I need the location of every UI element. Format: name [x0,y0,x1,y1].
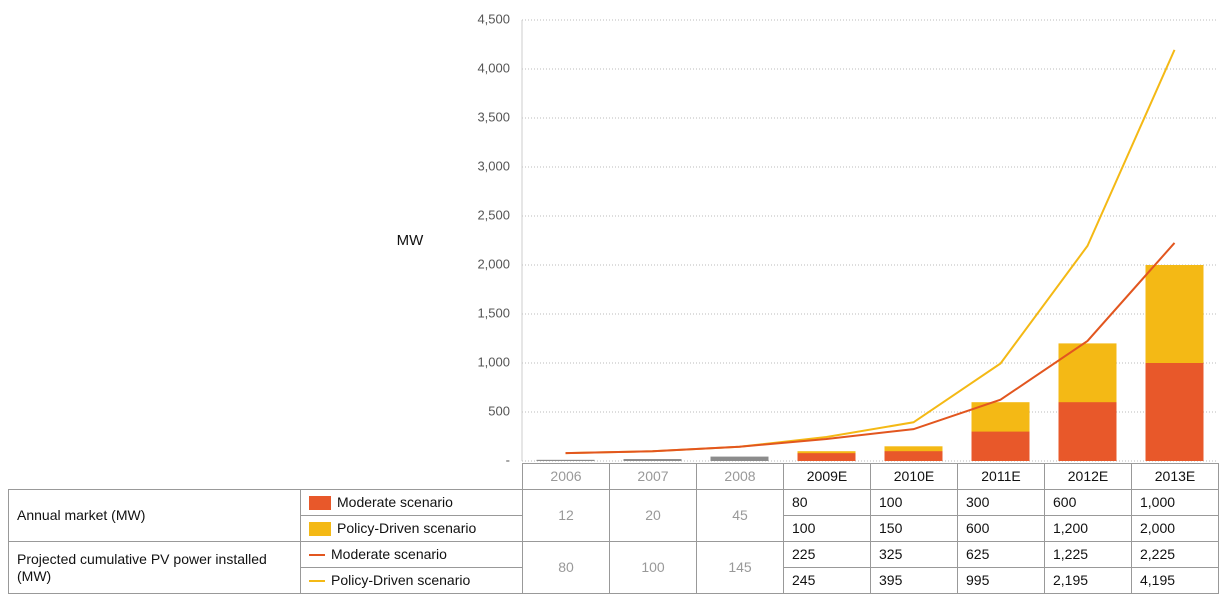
table-value: 995 [957,567,1045,594]
y-tick-label: 1,000 [477,354,510,369]
bar [1058,402,1117,461]
y-tick-label: 2,500 [477,207,510,222]
legend-entry: Moderate scenario [300,489,523,516]
year-header: 2012E [1044,463,1132,490]
bar [884,451,943,461]
table-value: 225 [783,541,871,568]
legend-label: Moderate scenario [337,494,453,510]
chart: MW - 500 1,000 1,500 2,000 2,500 3,000 3,500 4,0… [397,11,1218,463]
data-table: 2006 2007 2008 2009E 2010E 2011E 2012E 2013E Ann… [8,463,1219,594]
table-row: Projected cumulative PV power installed … [8,541,1219,594]
blank [9,464,301,490]
blank [301,464,523,490]
y-tick-label: 1,500 [477,305,510,320]
legend-swatch [309,496,331,511]
year-header: 2009E [783,463,871,490]
table-value: 1,200 [1044,515,1132,542]
legend-label: Policy-Driven scenario [331,572,471,588]
year-header: 2007 [609,463,697,490]
table-value: 2,195 [1044,567,1132,594]
table-row: Policy-Driven scenario 100 150 600 1,200 2,00… [9,515,1219,542]
table-value: 100 [609,541,697,594]
legend-entry: Policy-Driven scenario [300,567,523,594]
row-group-label: Annual market (MW) [8,489,301,542]
table-value: 625 [957,541,1045,568]
table-value: 4,195 [1131,567,1219,594]
table-value: 100 [783,515,871,542]
table-value: 20 [609,489,697,542]
table-row: Policy-Driven scenario 245 395 995 2,195 4,19… [9,567,1219,594]
legend-swatch [309,554,325,557]
table-value: 80 [783,489,871,516]
bar [536,459,595,461]
table-value: 45 [696,489,784,542]
table-value: 150 [870,515,958,542]
y-tick-label: 4,000 [477,60,510,75]
table-value: 325 [870,541,958,568]
legend-swatch [309,580,325,583]
table-value: 245 [783,567,871,594]
year-header: 2013E [1131,463,1219,490]
y-tick-label: 3,500 [477,109,510,124]
y-tick-label: 3,000 [477,158,510,173]
table-value: 2,000 [1131,515,1219,542]
table-value: 300 [957,489,1045,516]
table-value: 80 [522,541,610,594]
y-tick-label: - [506,452,510,463]
table-value: 12 [522,489,610,542]
bar [971,431,1030,461]
y-tick-label: 500 [488,403,510,418]
table-row: Annual market (MW) Moderate scenario 12 20 4… [8,489,1219,542]
table-value: 395 [870,567,958,594]
table-value: 100 [870,489,958,516]
bar [623,459,682,461]
line [565,242,1176,455]
bar [797,453,856,461]
table-value: 145 [696,541,784,594]
table-value: 1,000 [1131,489,1219,516]
year-header: 2010E [870,463,958,490]
table-value: 2,225 [1131,541,1219,568]
legend-entry: Moderate scenario [300,541,523,568]
table-value: 600 [957,515,1045,542]
year-header: 2006 [522,463,610,490]
y-tick-label: 4,500 [477,11,510,26]
y-axis-label: MW [397,232,424,249]
bar [1145,363,1204,461]
legend-label: Moderate scenario [331,546,447,562]
bar [710,456,769,461]
table-value: 1,225 [1044,541,1132,568]
table-row: 2006 2007 2008 2009E 2010E 2011E 2012E 2013E [9,463,1219,490]
legend-swatch [309,522,331,537]
y-tick-label: 2,000 [477,256,510,271]
legend-label: Policy-Driven scenario [337,520,477,536]
table-value: 600 [1044,489,1132,516]
year-header: 2011E [957,463,1045,490]
row-group-label: Projected cumulative PV power installed … [8,541,301,594]
legend-entry: Policy-Driven scenario [300,515,523,542]
year-header: 2008 [696,463,784,490]
